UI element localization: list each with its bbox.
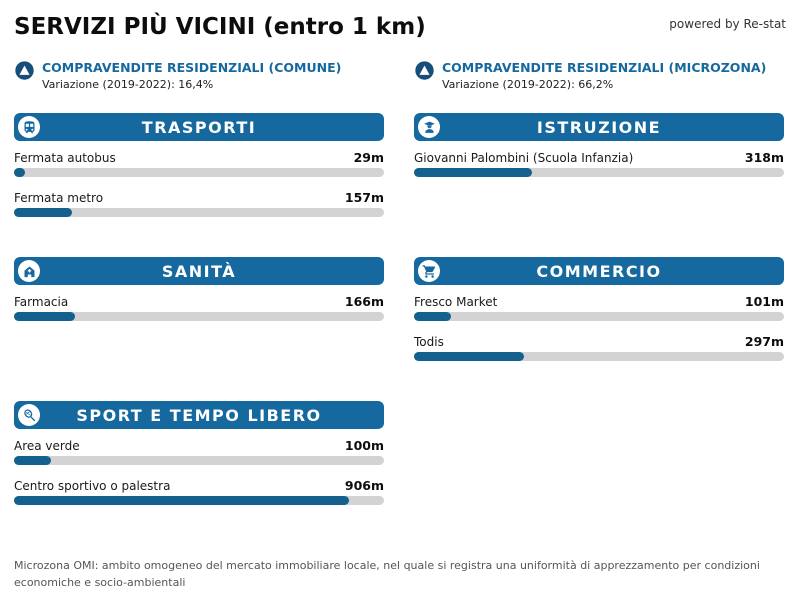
distance-bar-fill [14,168,25,177]
section-title: SANITÀ [161,261,237,281]
page-title: SERVIZI PIÙ VICINI (entro 1 km) [14,14,426,40]
service-item-row: Area verde 100m [14,438,384,453]
service-item: Giovanni Palombini (Scuola Infanzia) 318… [414,150,784,177]
stat-text: COMPRAVENDITE RESIDENZIALI (COMUNE) Vari… [42,60,341,91]
service-item-distance: 166m [344,294,384,309]
service-item: Centro sportivo o palestra 906m [14,478,384,505]
service-card-header: SPORT E TEMPO LIBERO [14,401,384,429]
section-title: COMMERCIO [536,261,662,281]
service-card-header: TRASPORTI [14,113,384,141]
service-item-label: Farmacia [14,295,69,309]
distance-bar-track [414,312,784,321]
service-item-row: Fermata metro 157m [14,190,384,205]
distance-bar-track [414,352,784,361]
service-item-row: Todis 297m [414,334,784,349]
service-item-row: Fresco Market 101m [414,294,784,309]
service-card-body: Area verde 100m Centro sportivo o palest… [14,429,384,505]
stat-sublabel: Variazione (2019-2022): 66,2% [442,78,614,91]
distance-bar-track [14,208,384,217]
service-item: Todis 297m [414,334,784,361]
topbar: SERVIZI PIÙ VICINI (entro 1 km) powered … [14,12,786,42]
distance-bar-fill [414,352,524,361]
service-item-distance: 297m [744,334,784,349]
stat-label: COMPRAVENDITE RESIDENZIALI (MICROZONA) [442,60,767,75]
service-item-row: Fermata autobus 29m [14,150,384,165]
stat-label: COMPRAVENDITE RESIDENZIALI (COMUNE) [42,60,342,75]
service-card-header: COMMERCIO [414,257,784,285]
service-card-body: Farmacia 166m [14,285,384,321]
service-item-distance: 157m [344,190,384,205]
distance-bar-fill [14,208,73,217]
service-card: SANITÀ Farmacia 166m [14,257,384,334]
distance-bar-track [14,168,384,177]
service-item-row: Giovanni Palombini (Scuola Infanzia) 318… [414,150,784,165]
trend-up-icon [414,60,435,81]
service-card-header: SANITÀ [14,257,384,285]
service-item-label: Fermata metro [14,191,104,205]
distance-bar-track [414,168,784,177]
service-item-label: Centro sportivo o palestra [14,479,171,493]
cart-icon [418,260,440,282]
service-card-header: ISTRUZIONE [414,113,784,141]
trend-up-icon [14,60,35,81]
student-icon [418,116,440,138]
service-card: TRASPORTI Fermata autobus 29m Fermata me… [14,113,384,230]
distance-bar-fill [414,168,532,177]
service-card: ISTRUZIONE Giovanni Palombini (Scuola In… [414,113,784,190]
service-item-row: Centro sportivo o palestra 906m [14,478,384,493]
stat-compravendite-microzona: COMPRAVENDITE RESIDENZIALI (MICROZONA) V… [414,60,784,91]
service-card-body: Fermata autobus 29m Fermata metro 157m [14,141,384,217]
service-item: Fresco Market 101m [414,294,784,321]
service-item-label: Fermata autobus [14,151,116,165]
service-card-body: Fresco Market 101m Todis 297m [414,285,784,361]
distance-bar-fill [14,312,76,321]
service-item: Area verde 100m [14,438,384,465]
service-card: COMMERCIO Fresco Market 101m Todis 297m [414,257,784,374]
distance-bar-track [14,456,384,465]
stat-sublabel: Variazione (2019-2022): 16,4% [42,78,214,91]
distance-bar-fill [414,312,452,321]
service-item: Farmacia 166m [14,294,384,321]
train-icon [18,116,40,138]
tennis-racket-icon [18,404,40,426]
distance-bar-track [14,496,384,505]
section-title: ISTRUZIONE [536,117,662,137]
stat-compravendite-comune: COMPRAVENDITE RESIDENZIALI (COMUNE) Vari… [14,60,384,91]
cards-grid: TRASPORTI Fermata autobus 29m Fermata me… [14,113,786,545]
hospital-icon [18,260,40,282]
service-item-label: Area verde [14,439,80,453]
service-item-distance: 906m [344,478,384,493]
powered-by-label: powered by Re-stat [669,17,786,31]
section-title: TRASPORTI [141,117,257,137]
service-item: Fermata metro 157m [14,190,384,217]
service-item: Fermata autobus 29m [14,150,384,177]
service-card: SPORT E TEMPO LIBERO Area verde 100m Cen… [14,401,384,518]
distance-bar-track [14,312,384,321]
service-item-distance: 29m [353,150,384,165]
service-item-row: Farmacia 166m [14,294,384,309]
distance-bar-fill [14,456,51,465]
service-item-label: Todis [414,335,444,349]
service-item-distance: 318m [744,150,784,165]
stat-text: COMPRAVENDITE RESIDENZIALI (MICROZONA) V… [442,60,766,91]
stats-row: COMPRAVENDITE RESIDENZIALI (COMUNE) Vari… [14,60,786,91]
distance-bar-fill [14,496,350,505]
service-item-distance: 100m [344,438,384,453]
service-item-label: Fresco Market [414,295,498,309]
section-title: SPORT E TEMPO LIBERO [76,405,322,425]
service-item-label: Giovanni Palombini (Scuola Infanzia) [414,151,634,165]
service-card-body: Giovanni Palombini (Scuola Infanzia) 318… [414,141,784,177]
service-item-distance: 101m [744,294,784,309]
microzona-footnote: Microzona OMI: ambito omogeneo del merca… [14,559,760,590]
